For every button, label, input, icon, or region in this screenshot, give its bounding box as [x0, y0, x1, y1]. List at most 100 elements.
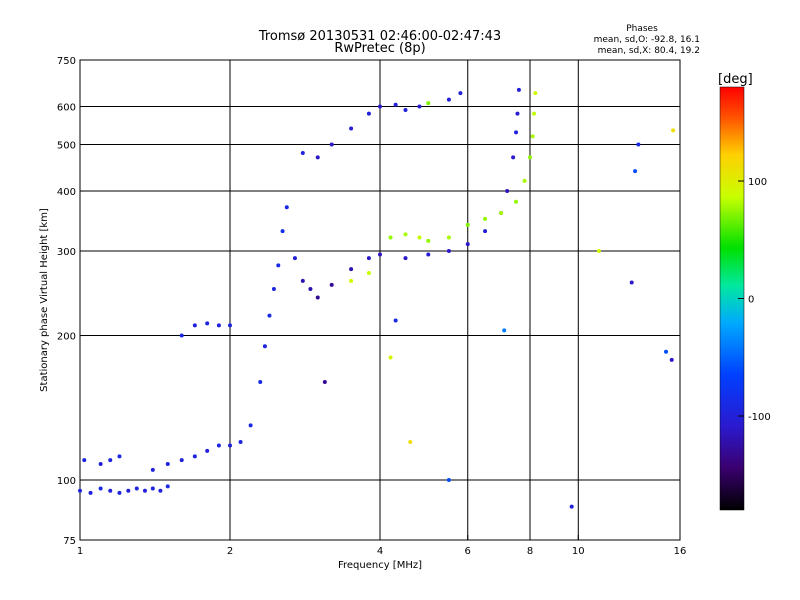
data-point: [664, 349, 669, 354]
x-tick-label: 16: [674, 546, 687, 557]
data-point: [426, 101, 431, 106]
data-point: [108, 458, 113, 463]
y-tick-label: 600: [57, 103, 76, 114]
data-point: [516, 87, 521, 92]
data-point: [216, 443, 221, 448]
data-point: [514, 199, 519, 204]
data-point: [483, 216, 488, 221]
data-point: [636, 142, 641, 147]
data-point: [569, 504, 574, 509]
data-point: [426, 238, 431, 243]
data-point: [403, 108, 408, 113]
chart-title: Tromsø 20130531 02:46:00-02:47:43: [258, 29, 501, 44]
chart-subtitle: RwPretec (8p): [334, 41, 425, 56]
data-point: [108, 488, 113, 493]
data-point: [515, 111, 520, 116]
data-point: [150, 486, 155, 491]
data-point: [671, 128, 676, 133]
data-point: [446, 249, 451, 254]
colorbar-ticks: -100 0 100: [738, 177, 771, 423]
x-tick-label: 6: [465, 546, 471, 557]
data-point: [366, 270, 371, 275]
data-point: [248, 423, 253, 428]
data-point: [192, 323, 197, 328]
data-point: [633, 169, 638, 174]
y-tick-label: 750: [57, 56, 76, 67]
data-point: [322, 380, 327, 385]
data-point: [292, 256, 297, 261]
phase-stats-title: Phases: [626, 24, 658, 34]
y-tick-label: 200: [57, 332, 76, 343]
data-point: [388, 235, 393, 240]
data-point: [216, 323, 221, 328]
data-point: [499, 211, 504, 216]
data-point: [276, 263, 281, 268]
data-point: [446, 235, 451, 240]
data-point: [258, 380, 263, 385]
colorbar-label: [deg]: [718, 72, 753, 87]
x-tick-label: 10: [572, 546, 585, 557]
data-point: [150, 467, 155, 472]
data-point: [228, 443, 232, 448]
data-point: [205, 321, 210, 326]
phase-stats-x: mean, sd,X: 80.4, 19.2: [598, 46, 700, 56]
data-points: [78, 87, 676, 509]
data-point: [417, 235, 422, 240]
x-axis-label: Frequency [MHz]: [338, 560, 422, 571]
colorbar-tick-label: -100: [748, 412, 771, 423]
data-point: [532, 111, 537, 116]
data-point: [238, 440, 243, 445]
x-tick-label: 1: [77, 546, 83, 557]
data-point: [366, 111, 371, 116]
data-point: [82, 458, 87, 463]
data-point: [98, 461, 103, 466]
x-tick-label: 4: [377, 546, 383, 557]
colorbar-tick-label: 0: [748, 295, 754, 306]
axis-ticks: 1 2 4 6 8 10 16 75 100 200 300 400 500 600 750: [57, 56, 686, 557]
y-axis-label: Stationary phase Virtual Height [km]: [39, 208, 50, 392]
data-point: [502, 328, 507, 333]
data-point: [300, 278, 305, 283]
data-point: [408, 440, 413, 445]
data-point: [514, 130, 519, 135]
data-point: [284, 205, 289, 210]
y-tick-label: 500: [57, 141, 76, 152]
x-tick-label: 2: [227, 546, 233, 557]
y-tick-label: 400: [57, 187, 76, 198]
data-point: [629, 280, 634, 285]
data-point: [446, 97, 451, 102]
data-point: [403, 256, 408, 261]
data-point: [596, 249, 601, 254]
data-point: [165, 461, 170, 466]
data-point: [505, 189, 510, 194]
data-point: [483, 229, 488, 234]
data-point: [329, 282, 334, 287]
data-point: [366, 256, 371, 261]
data-point: [142, 488, 147, 493]
data-point: [403, 232, 408, 237]
data-point: [378, 104, 382, 109]
data-point: [393, 102, 398, 107]
data-point: [117, 454, 122, 459]
grid-lines: [80, 60, 680, 540]
data-point: [458, 91, 463, 96]
data-point: [179, 333, 184, 338]
data-point: [179, 458, 184, 463]
y-tick-label: 75: [63, 536, 76, 547]
data-point: [417, 104, 422, 109]
data-point: [349, 278, 354, 283]
data-point: [300, 151, 305, 156]
data-point: [78, 488, 82, 493]
data-point: [158, 488, 163, 493]
data-point: [98, 486, 103, 491]
data-point: [262, 344, 267, 349]
data-point: [669, 357, 674, 362]
colorbar-tick-label: 100: [748, 177, 767, 188]
data-point: [511, 155, 516, 160]
data-point: [393, 318, 398, 323]
data-point: [349, 267, 354, 272]
data-point: [271, 287, 276, 292]
data-point: [530, 134, 535, 139]
data-point: [329, 142, 334, 147]
